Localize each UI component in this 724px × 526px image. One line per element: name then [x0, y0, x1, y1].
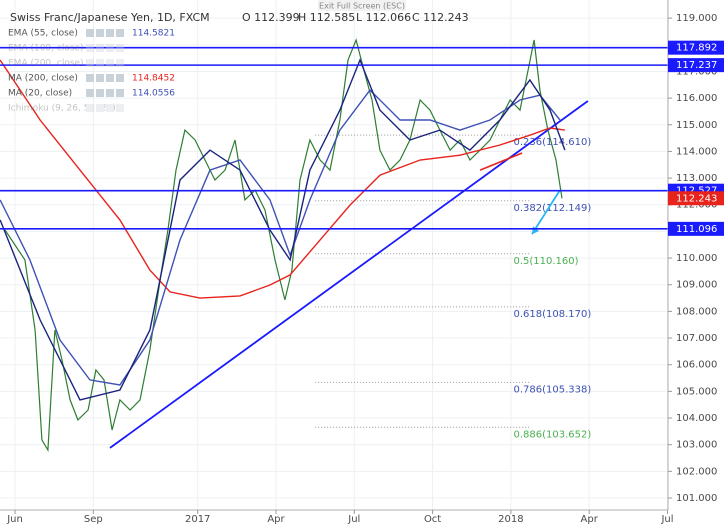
y-tick-label: 101.000	[676, 493, 717, 504]
y-tick-label: 113.000	[676, 173, 717, 184]
y-tick-label: 114.000	[676, 146, 717, 157]
fib-label: 0.618(108.170)	[513, 309, 591, 320]
arrow	[531, 189, 561, 235]
y-tick-label: 108.000	[676, 306, 717, 317]
indicator-button	[96, 44, 104, 52]
indicator-name: EMA (100, close)	[8, 44, 84, 54]
indicator-button	[86, 104, 94, 112]
indicator-button	[86, 29, 94, 37]
indicator-button	[86, 44, 94, 52]
indicator-value: 114.0556	[132, 89, 175, 99]
x-tick-label: Jul	[347, 514, 360, 525]
level-label: 117.237	[676, 60, 717, 71]
indicator-button	[96, 29, 104, 37]
indicator-value: 114.8452	[132, 74, 175, 84]
y-tick-label: 106.000	[676, 360, 717, 371]
level-tag	[668, 221, 724, 236]
chart-title: Swiss Franc/Japanese Yen, 1D, FXCM	[10, 11, 210, 24]
y-tick-label: 102.000	[676, 466, 717, 477]
y-tick-label: 109.000	[676, 280, 717, 291]
indicator-button	[116, 74, 124, 82]
indicator-button	[96, 59, 104, 67]
indicator-name: Ichimoku (9, 26, 52, 26)	[8, 104, 116, 114]
y-axis-area	[668, 0, 724, 526]
y-tick-label: 110.000	[676, 253, 717, 264]
x-tick-label: Apr	[581, 514, 599, 525]
notice[interactable]: Exit Full Screen (ESC)	[319, 2, 405, 11]
indicator-button	[116, 104, 124, 112]
indicator: Ichimoku (9, 26, 52, 26)	[8, 104, 124, 114]
indicator-name: EMA (200, close)	[8, 59, 84, 69]
ohlc-value: H 112.585	[298, 11, 355, 24]
indicator-name: MA (20, close)	[8, 89, 72, 99]
indicator: EMA (100, close)	[8, 44, 124, 54]
fib-label: 0.786(105.338)	[513, 384, 591, 395]
x-tick-label: Sep	[84, 514, 103, 525]
grid	[0, 0, 668, 510]
y-tick-label: 116.000	[676, 93, 717, 104]
indicator-button	[106, 29, 114, 37]
level-label: 111.096	[676, 224, 717, 235]
y-tick-label: 115.000	[676, 120, 717, 131]
indicator-button	[96, 104, 104, 112]
indicator-button	[116, 44, 124, 52]
last-price-label: 112.243	[676, 193, 717, 204]
fib-label: 0.236(114.610)	[513, 137, 591, 148]
ohlc-value: C 112.243	[412, 11, 469, 24]
trend-segment	[479, 152, 523, 171]
indicator: EMA (200, close)	[8, 59, 124, 69]
indicator: EMA (55, close) 114.5821	[8, 29, 175, 39]
indicator-name: EMA (55, close)	[8, 29, 78, 39]
notice-box[interactable]	[318, 0, 406, 11]
indicator-button	[106, 44, 114, 52]
last-price-tag	[668, 191, 724, 206]
fib-label: 0.5(110.160)	[513, 256, 578, 267]
indicator-value: 114.5821	[132, 29, 175, 39]
indicator: MA (20, close) 114.0556	[8, 89, 175, 99]
ma-line	[0, 58, 566, 401]
indicator-button	[106, 104, 114, 112]
ma-line	[0, 59, 565, 299]
y-tick-label: 119.000	[676, 13, 717, 24]
indicator-button	[116, 29, 124, 37]
indicator: MA (200, close) 114.8452	[8, 74, 175, 84]
indicator-button	[106, 89, 114, 97]
y-tick-label: 105.000	[676, 386, 717, 397]
level-label: 117.892	[676, 43, 717, 54]
ma-line	[0, 89, 561, 386]
indicator-button	[106, 74, 114, 82]
fib-label: 0.382(112.149)	[513, 203, 591, 214]
indicator-button	[96, 74, 104, 82]
indicator-button	[116, 59, 124, 67]
level-label: 112.527	[676, 186, 717, 197]
level-tag	[668, 58, 724, 73]
plot: 0.236(114.610) 0.382(112.149) 0.5(110.160)…	[0, 38, 668, 452]
indicator-button	[106, 59, 114, 67]
ohlc-value: O 112.399	[242, 11, 300, 24]
x-tick-label: Jun	[6, 514, 23, 525]
level-tag	[668, 40, 724, 55]
y-tick-label: 103.000	[676, 440, 717, 451]
x-tick-label: 2017	[185, 514, 210, 525]
indicator-button	[96, 89, 104, 97]
x-tick-label: Oct	[424, 514, 441, 525]
y-tick-label: 107.000	[676, 333, 717, 344]
x-axis-area	[0, 510, 668, 526]
ohlc-value: L 112.066	[356, 11, 411, 24]
indicator-name: MA (200, close)	[8, 74, 78, 84]
x-tick-label: 2018	[498, 514, 523, 525]
x-tick-label: Apr	[267, 514, 285, 525]
fib-label: 0.886(103.652)	[513, 429, 591, 440]
x-tick-label: Jul	[660, 514, 673, 525]
axes: 101.000 102.000 103.000 104.000 105.000 106.0…	[6, 13, 724, 525]
indicator-button	[116, 89, 124, 97]
indicator-button	[86, 74, 94, 82]
indicator-button	[86, 59, 94, 67]
indicator-button	[86, 89, 94, 97]
y-tick-label: 104.000	[676, 413, 717, 424]
